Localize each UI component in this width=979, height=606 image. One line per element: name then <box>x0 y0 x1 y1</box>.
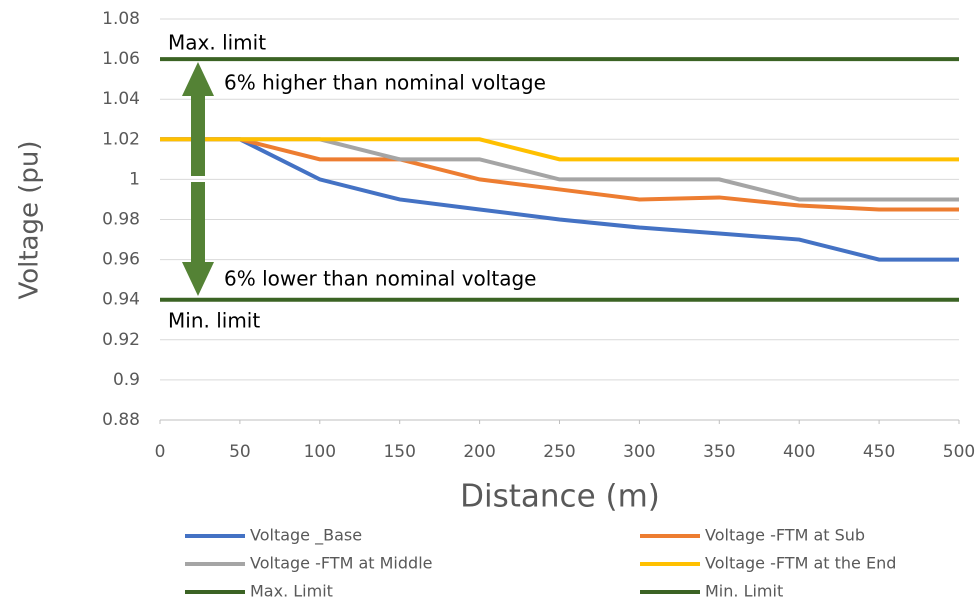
y-tick-label: 1.02 <box>102 129 140 149</box>
x-tick-label: 200 <box>463 442 495 462</box>
x-tick-label: 400 <box>783 442 815 462</box>
y-tick-label: 1.06 <box>102 49 140 69</box>
y-tick-label: 1.08 <box>102 9 140 29</box>
y-tick-label: 0.9 <box>113 370 140 390</box>
x-axis-label: Distance (m) <box>460 479 660 515</box>
y-tick-label: 0.88 <box>102 410 140 430</box>
x-tick-label: 300 <box>623 442 655 462</box>
legend-label: Voltage -FTM at the End <box>705 554 896 573</box>
x-tick-label: 50 <box>229 442 251 462</box>
legend-label: Min. Limit <box>705 582 783 601</box>
y-tick-label: 0.98 <box>102 210 140 230</box>
arrows <box>182 62 214 296</box>
up-arrow <box>182 62 214 176</box>
legend-label: Voltage _Base <box>250 526 362 546</box>
down-arrow <box>182 182 214 296</box>
y-axis-label: Voltage (pu) <box>15 140 45 299</box>
line <box>160 137 959 162</box>
plot-area <box>159 18 960 424</box>
annotation: Min. limit <box>168 309 260 333</box>
line <box>160 137 959 262</box>
annotation: 6% higher than nominal voltage <box>224 71 546 95</box>
y-tick-label: 1.04 <box>102 89 140 109</box>
annotation: 6% lower than nominal voltage <box>224 267 536 291</box>
y-tick-label: 0.94 <box>102 290 140 310</box>
x-tick-label: 0 <box>155 442 166 462</box>
x-tick-label: 100 <box>304 442 336 462</box>
legend-label: Voltage -FTM at Middle <box>250 554 432 573</box>
x-tick-label: 250 <box>543 442 575 462</box>
y-tick-label: 0.96 <box>102 250 140 270</box>
y-tick-label: 0.92 <box>102 330 140 350</box>
x-tick-label: 350 <box>703 442 735 462</box>
line <box>160 137 959 212</box>
x-tick-label: 150 <box>383 442 415 462</box>
annotation: Max. limit <box>168 31 266 55</box>
x-tick-label: 450 <box>863 442 895 462</box>
x-tick-label: 500 <box>943 442 975 462</box>
legend-label: Voltage -FTM at Sub <box>705 526 865 545</box>
y-tick-label: 1 <box>129 169 140 189</box>
legend-label: Max. Limit <box>250 582 333 601</box>
